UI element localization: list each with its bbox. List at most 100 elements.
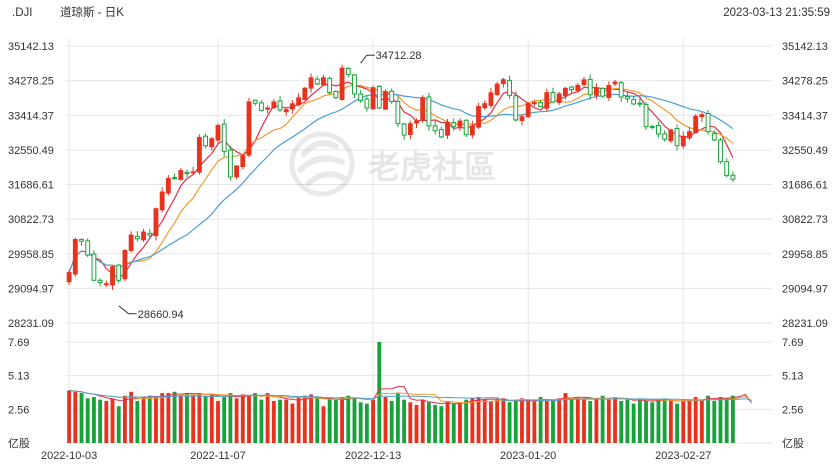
candle-body[interactable] <box>122 250 128 280</box>
volume-bar[interactable] <box>67 390 72 443</box>
candle-body[interactable] <box>680 135 686 147</box>
candle-body[interactable] <box>79 238 84 242</box>
volume-bar[interactable] <box>73 391 78 443</box>
volume-bar[interactable] <box>253 393 258 443</box>
candle-body[interactable] <box>606 85 612 98</box>
volume-bar[interactable] <box>172 391 177 443</box>
candle-body[interactable] <box>209 138 215 148</box>
volume-bar[interactable] <box>482 399 487 443</box>
candle-body[interactable] <box>234 165 240 178</box>
volume-bar[interactable] <box>644 400 648 443</box>
volume-bar[interactable] <box>451 403 456 443</box>
candle-body[interactable] <box>687 131 692 139</box>
candle-body[interactable] <box>196 136 202 173</box>
volume-bar[interactable] <box>228 393 233 443</box>
candle-body[interactable] <box>730 174 736 180</box>
volume-bar[interactable] <box>160 393 165 443</box>
candle-body[interactable] <box>265 107 271 110</box>
candle-body[interactable] <box>333 91 339 99</box>
candle-body[interactable] <box>674 127 680 147</box>
candle-body[interactable] <box>445 121 450 136</box>
candle-body[interactable] <box>91 253 97 281</box>
candle-body[interactable] <box>544 92 550 109</box>
volume-bar[interactable] <box>594 398 599 443</box>
volume-bar[interactable] <box>191 394 196 443</box>
volume-bar[interactable] <box>569 398 574 443</box>
candle-body[interactable] <box>110 266 115 286</box>
volume-bar[interactable] <box>687 399 692 443</box>
volume-bar[interactable] <box>582 399 586 443</box>
volume-bar[interactable] <box>662 398 667 443</box>
volume-bar[interactable] <box>358 402 363 443</box>
volume-bar[interactable] <box>377 342 382 443</box>
candle-body[interactable] <box>159 191 165 211</box>
candle-body[interactable] <box>519 116 525 122</box>
candle-body[interactable] <box>469 125 475 136</box>
volume-bar[interactable] <box>116 406 121 443</box>
candle-body[interactable] <box>699 114 705 118</box>
candle-body[interactable] <box>414 120 419 124</box>
volume-bar[interactable] <box>209 394 214 443</box>
candle-body[interactable] <box>165 178 171 194</box>
candle-body[interactable] <box>463 119 469 136</box>
volume-bar[interactable] <box>216 400 220 443</box>
candle-body[interactable] <box>525 103 531 118</box>
candle-body[interactable] <box>258 102 264 111</box>
volume-bar[interactable] <box>724 398 729 443</box>
candle-body[interactable] <box>339 67 345 100</box>
candle-body[interactable] <box>103 283 109 286</box>
candle-body[interactable] <box>370 87 376 110</box>
candle-body[interactable] <box>668 129 674 142</box>
volume-bar[interactable] <box>85 398 90 443</box>
volume-bar[interactable] <box>693 397 698 443</box>
volume-bar[interactable] <box>302 395 307 443</box>
volume-bar[interactable] <box>240 394 245 443</box>
volume-bar[interactable] <box>420 399 425 443</box>
candle-body[interactable] <box>116 264 122 281</box>
candle-body[interactable] <box>203 135 209 147</box>
candle-body[interactable] <box>500 79 506 85</box>
candle-body[interactable] <box>494 83 500 96</box>
volume-bar[interactable] <box>203 395 208 443</box>
volume-bar[interactable] <box>98 399 103 443</box>
candle-body[interactable] <box>352 74 357 95</box>
volume-bar[interactable] <box>129 391 134 443</box>
volume-bar[interactable] <box>699 399 704 443</box>
candle-body[interactable] <box>618 82 624 98</box>
candle-body[interactable] <box>401 123 407 136</box>
candle-body[interactable] <box>153 208 159 237</box>
volume-bar[interactable] <box>464 399 469 443</box>
volume-bar[interactable] <box>259 399 264 443</box>
candle-body[interactable] <box>345 67 351 76</box>
volume-bar[interactable] <box>718 397 723 443</box>
volume-bar[interactable] <box>371 399 376 443</box>
candle-body[interactable] <box>376 85 382 109</box>
volume-bar[interactable] <box>352 398 357 443</box>
candle-body[interactable] <box>72 238 78 275</box>
volume-bar[interactable] <box>389 400 394 443</box>
candle-body[interactable] <box>407 123 413 135</box>
volume-bar[interactable] <box>637 398 642 443</box>
candle-body[interactable] <box>134 235 140 240</box>
candle-body[interactable] <box>507 79 512 96</box>
candle-body[interactable] <box>66 272 72 283</box>
candle-body[interactable] <box>240 155 246 168</box>
volume-bar[interactable] <box>625 399 630 443</box>
candle-body[interactable] <box>649 125 655 128</box>
volume-bar[interactable] <box>600 395 605 443</box>
volume-bar[interactable] <box>588 400 593 443</box>
candle-body[interactable] <box>538 101 544 108</box>
volume-bar[interactable] <box>340 397 344 443</box>
volume-bar[interactable] <box>309 394 313 443</box>
volume-bar[interactable] <box>538 397 543 443</box>
candle-body[interactable] <box>290 103 295 110</box>
volume-bar[interactable] <box>706 395 711 443</box>
volume-bar[interactable] <box>631 403 636 443</box>
candle-body[interactable] <box>656 125 661 135</box>
volume-bar[interactable] <box>395 393 400 443</box>
volume-bar[interactable] <box>575 397 580 443</box>
candle-body[interactable] <box>141 231 146 241</box>
candle-body[interactable] <box>451 122 457 127</box>
volume-bar[interactable] <box>532 400 537 443</box>
